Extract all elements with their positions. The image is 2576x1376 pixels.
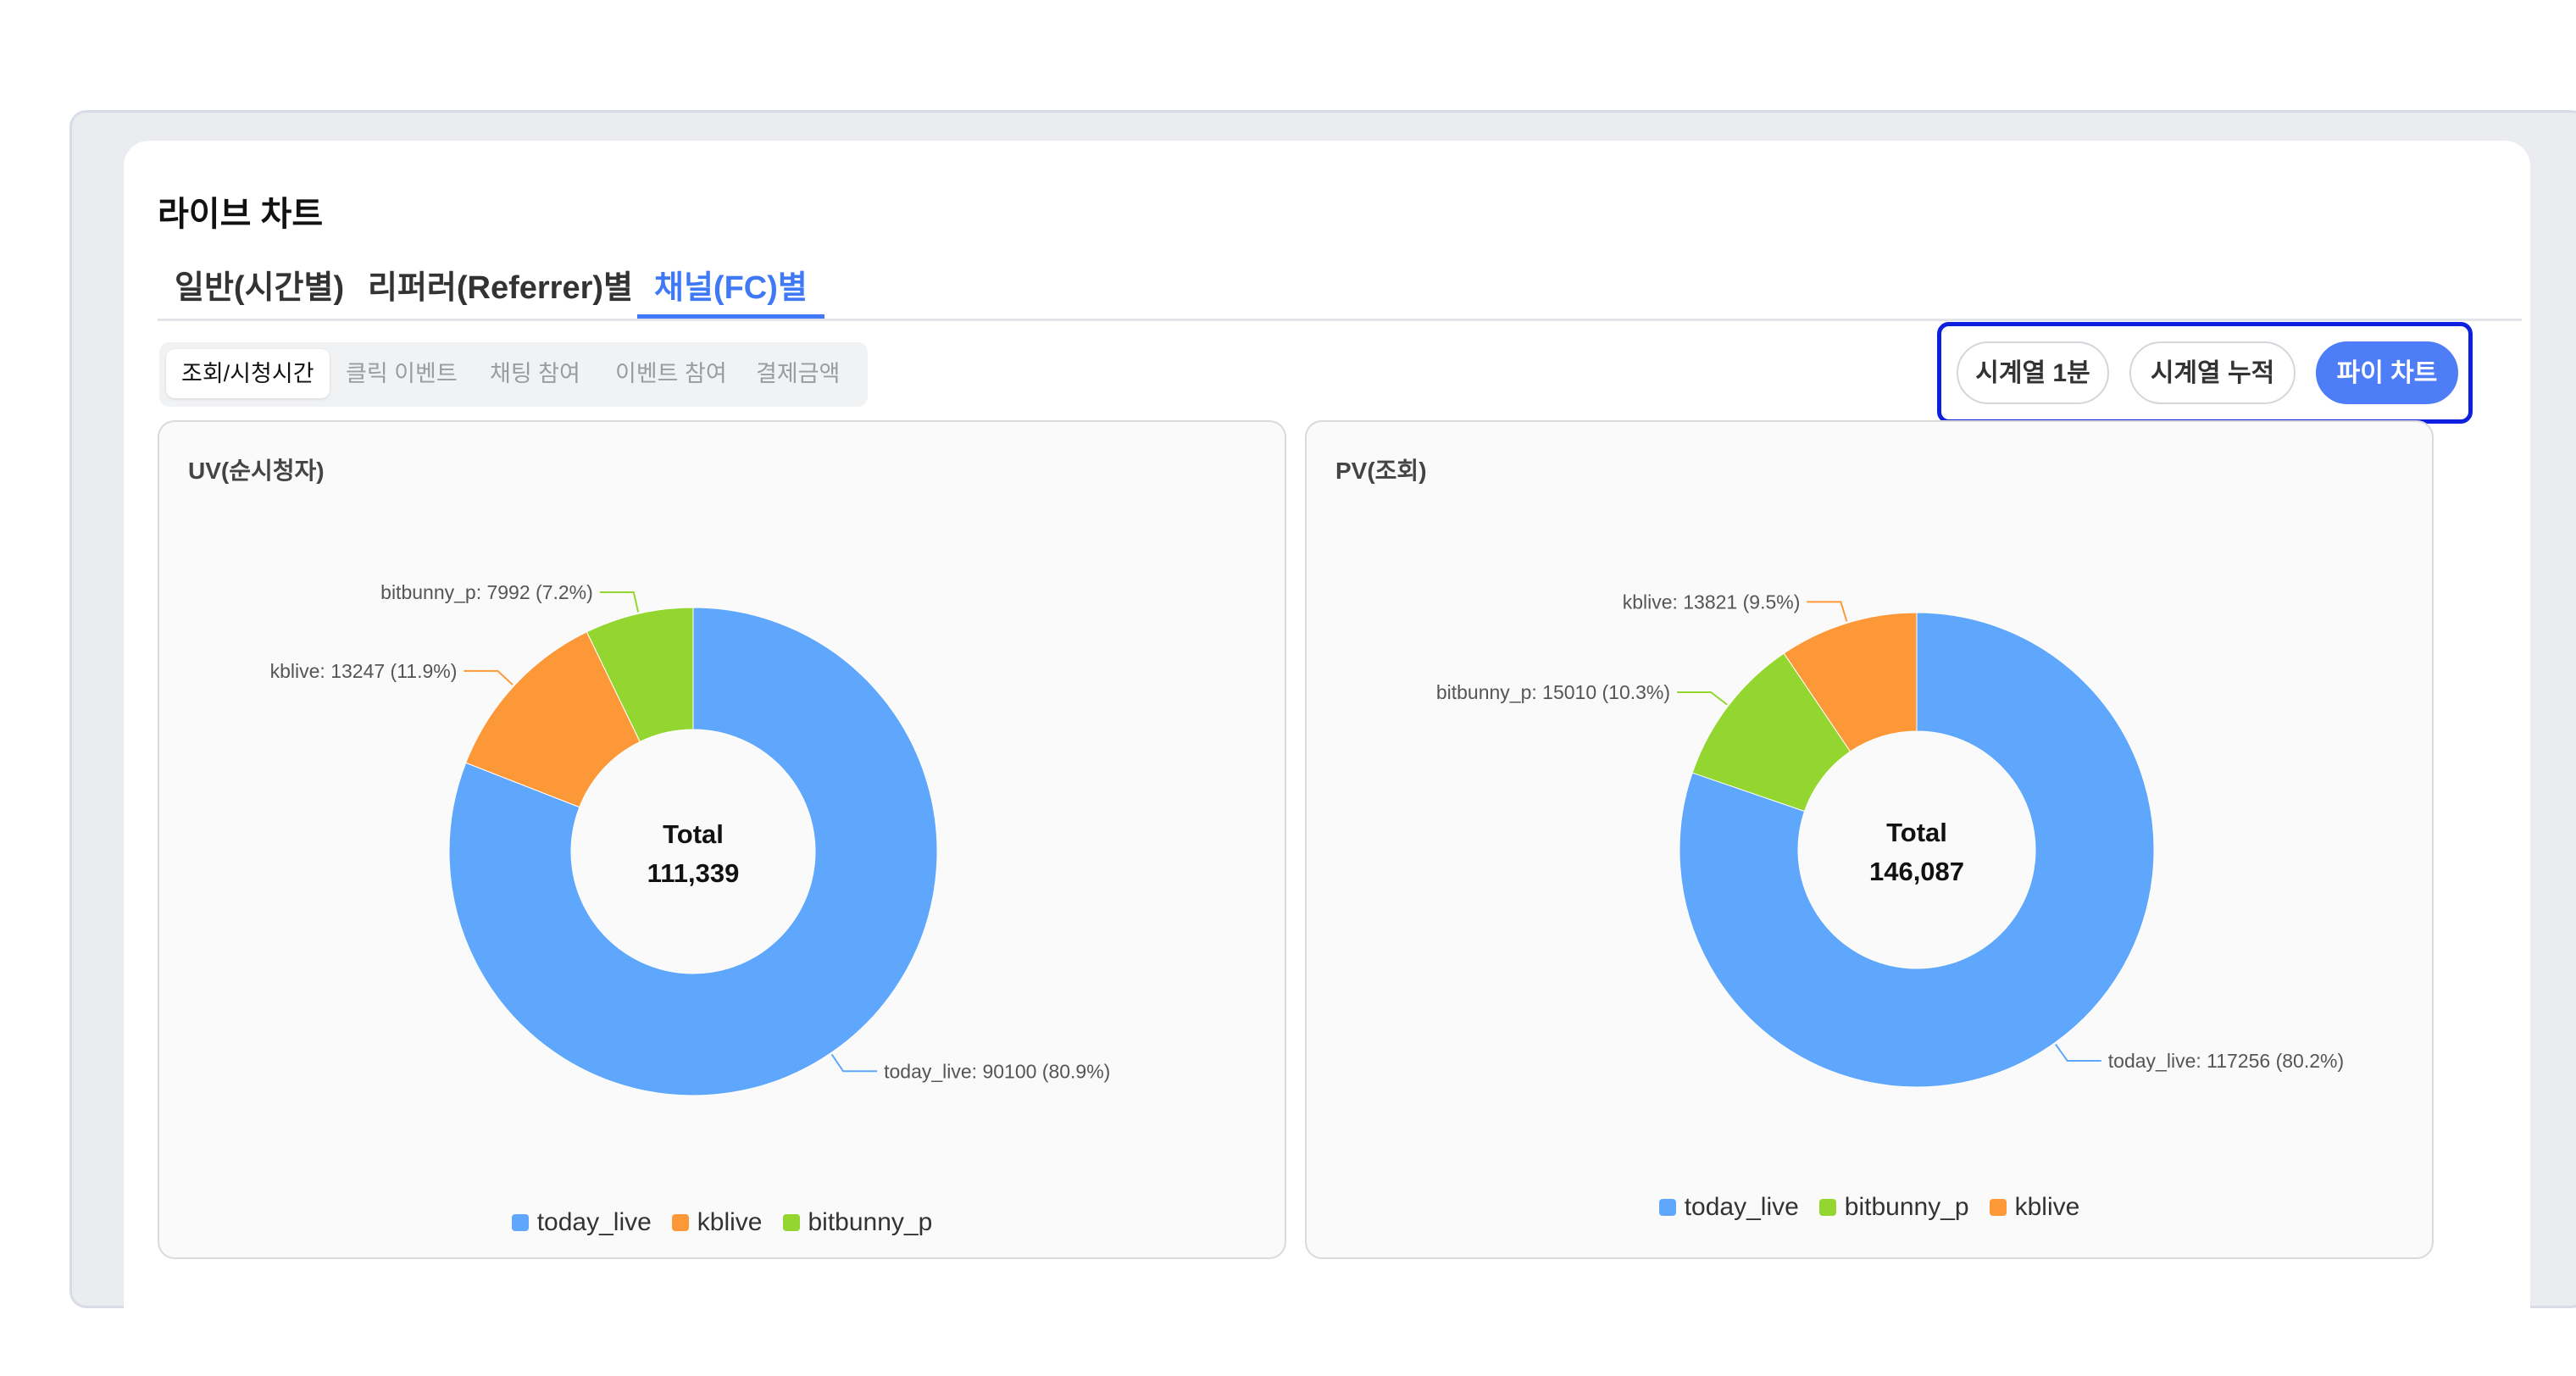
metric-subtabs: 조회/시청시간 클릭 이벤트 채팅 참여 이벤트 참여 결제금액 [159, 342, 868, 407]
legend-label: bitbunny_p [1844, 1193, 1969, 1221]
slice-today_live[interactable] [1679, 612, 2155, 1088]
legend-item-today_live[interactable]: today_live [1658, 1193, 1799, 1222]
timeseries-1min-button[interactable]: 시계열 1분 [1957, 341, 2109, 404]
legend-swatch [782, 1214, 800, 1231]
uv-chart-panel: UV(순시청자) today_live: 90100 (80.9%) kblive… [158, 420, 1286, 1259]
legend-swatch [511, 1214, 529, 1231]
leader-line-today_live [2055, 1043, 2101, 1063]
slice-label-kblive: kblive: 13247 (11.9%) [270, 660, 458, 682]
tab-general[interactable]: 일반(시간별) [175, 270, 345, 306]
center-total-label: Total [1886, 818, 1947, 847]
slice-label-today_live: today_live: 90100 (80.9%) [884, 1060, 1110, 1082]
legend-label: bitbunny_p [808, 1208, 933, 1236]
leader-line-today_live [830, 1053, 878, 1073]
uv-chart-title: UV(순시청자) [188, 458, 325, 484]
subtab-event[interactable]: 이벤트 참여 [615, 361, 727, 386]
slice-kblive[interactable] [465, 631, 641, 808]
slice-today_live[interactable] [448, 607, 938, 1096]
legend-label: today_live [536, 1208, 652, 1236]
center-total-value: 146,087 [1869, 857, 1964, 886]
legend-swatch [671, 1214, 689, 1231]
leader-line-kblive [1807, 601, 1848, 622]
slice-label-kblive: kblive: 13821 (9.5%) [1623, 591, 1801, 613]
pv-donut-chart: today_live: 117256 (80.2%) bitbunny_p: 15… [1436, 591, 2344, 1088]
legend-item-today_live[interactable]: today_live [511, 1208, 652, 1237]
leader-line-bitbunny_p [1677, 691, 1728, 706]
slice-bitbunny_p[interactable] [586, 607, 694, 743]
legend-swatch [1658, 1199, 1676, 1216]
legend-label: kblive [697, 1208, 763, 1236]
legend-item-kblive[interactable]: kblive [671, 1208, 763, 1237]
uv-donut-chart: today_live: 90100 (80.9%) kblive: 13247 (… [270, 581, 1110, 1096]
slice-label-bitbunny_p: bitbunny_p: 15010 (10.3%) [1436, 681, 1670, 703]
page-title: 라이브 차트 [158, 196, 324, 233]
main-tabs: 일반(시간별) 리퍼러(Referrer)별 채널(FC)별 [158, 266, 2522, 321]
legend-item-kblive[interactable]: kblive [1989, 1193, 2080, 1222]
live-chart-card: 라이브 차트 일반(시간별) 리퍼러(Referrer)별 채널(FC)별 조회… [124, 141, 2530, 1310]
slice-kblive[interactable] [1783, 612, 1918, 752]
legend-item-bitbunny_p[interactable]: bitbunny_p [1818, 1193, 1969, 1222]
pv-chart-title: PV(조회) [1335, 458, 1427, 484]
legend-label: kblive [2014, 1193, 2080, 1221]
leader-line-kblive [464, 669, 514, 685]
slice-label-today_live: today_live: 117256 (80.2%) [2108, 1050, 2344, 1072]
legend-label: today_live [1684, 1193, 1799, 1221]
timeseries-cumulative-button[interactable]: 시계열 누적 [2129, 341, 2296, 404]
uv-chart-legend: today_live kblive bitbunny_p [159, 1208, 1285, 1237]
leader-line-bitbunny_p [599, 591, 640, 613]
center-total-value: 111,339 [647, 858, 740, 888]
subtab-chat[interactable]: 채팅 참여 [490, 361, 580, 386]
center-total-label: Total [663, 819, 724, 849]
view-mode-group: 시계열 1분 시계열 누적 파이 차트 [1937, 322, 2473, 424]
pv-chart-panel: PV(조회) today_live: 117256 (80.2%) bitbunn… [1305, 420, 2434, 1259]
subtab-views-watchtime[interactable]: 조회/시청시간 [166, 349, 330, 398]
legend-swatch [1989, 1199, 2007, 1216]
subtab-payment[interactable]: 결제금액 [756, 361, 841, 386]
pv-chart-legend: today_live bitbunny_p kblive [1307, 1193, 2432, 1222]
legend-item-bitbunny_p[interactable]: bitbunny_p [782, 1208, 933, 1237]
tab-referrer[interactable]: 리퍼러(Referrer)별 [368, 270, 634, 306]
subtab-click-event[interactable]: 클릭 이벤트 [346, 361, 458, 386]
pie-chart-button[interactable]: 파이 차트 [2316, 341, 2458, 404]
legend-swatch [1818, 1199, 1836, 1216]
slice-label-bitbunny_p: bitbunny_p: 7992 (7.2%) [380, 581, 593, 603]
tab-channel[interactable]: 채널(FC)별 [637, 266, 824, 319]
